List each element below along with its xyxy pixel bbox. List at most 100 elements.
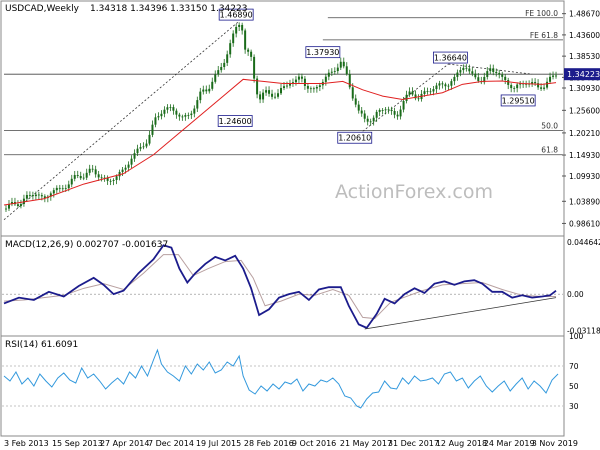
candle-body	[193, 108, 196, 114]
candle-body	[378, 110, 381, 112]
candle-body	[390, 109, 393, 112]
candle-body	[414, 94, 417, 99]
candle-body	[498, 73, 501, 75]
candle-body	[537, 83, 540, 88]
candle-body	[19, 203, 22, 207]
rsi-panel-title: RSI(14) 61.6091	[5, 340, 78, 350]
price-label-box	[432, 51, 468, 64]
candle-body	[348, 74, 351, 88]
x-tick-label: 12 Aug 2018	[436, 439, 487, 448]
candle-body	[97, 174, 100, 178]
candle-body	[226, 54, 229, 63]
candle-body	[408, 91, 411, 95]
price-y-tick-label: 1.09930	[569, 172, 600, 181]
candle-body	[360, 110, 363, 114]
x-tick-label: 15 Sep 2013	[52, 439, 103, 448]
price-label: 1.24600	[219, 117, 252, 126]
candle-body	[178, 114, 181, 117]
candle-body	[333, 71, 336, 72]
candle-body	[441, 83, 444, 85]
candle-body	[241, 24, 244, 31]
price-y-tick-label: 1.03890	[569, 197, 600, 206]
candle-body	[256, 78, 259, 95]
candle-body	[85, 172, 88, 178]
candle-body	[118, 171, 121, 177]
candle-body	[393, 111, 396, 115]
candle-body	[327, 72, 330, 77]
candle-body	[112, 179, 115, 181]
candle-body	[160, 113, 163, 117]
last-price-badge	[564, 68, 600, 81]
candle-body	[268, 90, 271, 94]
price-label-box	[218, 8, 254, 21]
macd-panel-title: MACD(12,26,9) 0.002707 -0.001637	[5, 240, 168, 250]
candle-body	[294, 79, 297, 83]
candle-body	[139, 147, 142, 149]
x-tick-label: 3 Feb 2013	[4, 439, 49, 448]
x-tick-label: 31 Dec 2017	[388, 439, 439, 448]
candle-body	[181, 116, 184, 118]
candle-body	[199, 91, 202, 101]
candle-body	[483, 76, 486, 83]
candle-body	[94, 169, 97, 175]
candle-body	[504, 76, 507, 81]
candle-body	[244, 30, 247, 50]
candle-body	[513, 88, 516, 89]
candle-body	[67, 184, 70, 189]
candle-body	[265, 90, 268, 93]
candle-body	[555, 75, 558, 77]
candle-body	[145, 143, 148, 147]
candle-body	[402, 100, 405, 110]
price-y-tick-label: 1.14930	[569, 151, 600, 160]
candle-body	[10, 202, 13, 205]
candle-body	[453, 76, 456, 82]
candle-body	[148, 134, 151, 144]
candle-body	[312, 88, 315, 90]
candle-body	[315, 86, 318, 89]
candle-body	[459, 70, 462, 73]
candle-body	[285, 85, 288, 87]
candle-body	[247, 49, 250, 52]
candle-body	[238, 24, 241, 27]
price-y-tick-label: 1.25600	[569, 106, 600, 115]
macd-y-tick-label: 0.00	[567, 290, 584, 299]
candle-body	[211, 81, 214, 89]
rsi-y-tick-label: 70	[569, 362, 579, 371]
candle-body	[429, 91, 432, 93]
candle-body	[375, 111, 378, 118]
candle-body	[501, 74, 504, 77]
candle-body	[82, 177, 85, 179]
candle-body	[471, 71, 474, 74]
candle-body	[271, 93, 274, 97]
candle-body	[486, 71, 489, 77]
candle-body	[465, 67, 468, 69]
candle-body	[223, 62, 226, 68]
rsi-panel	[2, 348, 563, 409]
rsi-y-tick-label: 30	[569, 402, 579, 411]
candle-body	[384, 109, 387, 111]
candle-body	[214, 74, 217, 82]
x-tick-label: 3 Nov 2019	[532, 439, 578, 448]
candle-body	[259, 94, 262, 100]
candle-body	[280, 88, 283, 94]
candle-body	[43, 196, 46, 199]
rsi-panel-frame	[0, 335, 565, 437]
candle-body	[432, 89, 435, 92]
candle-body	[184, 115, 187, 117]
price-y-tick-label: 1.48670	[569, 10, 600, 19]
candle-body	[166, 107, 169, 110]
candle-body	[52, 190, 55, 194]
price-label-box	[217, 115, 253, 127]
price-label-box	[500, 94, 536, 107]
candle-body	[190, 113, 193, 116]
candle-body	[540, 87, 543, 89]
candle-body	[79, 175, 82, 179]
candle-body	[172, 107, 175, 111]
candle-body	[250, 51, 253, 57]
x-tick-label: 21 May 2017	[340, 439, 392, 448]
fib-level-label: FE 100.0	[525, 9, 558, 18]
candle-body	[435, 85, 438, 90]
candle-body	[456, 72, 459, 77]
watermark: ActionForex.com	[335, 181, 493, 203]
candle-body	[253, 56, 256, 79]
